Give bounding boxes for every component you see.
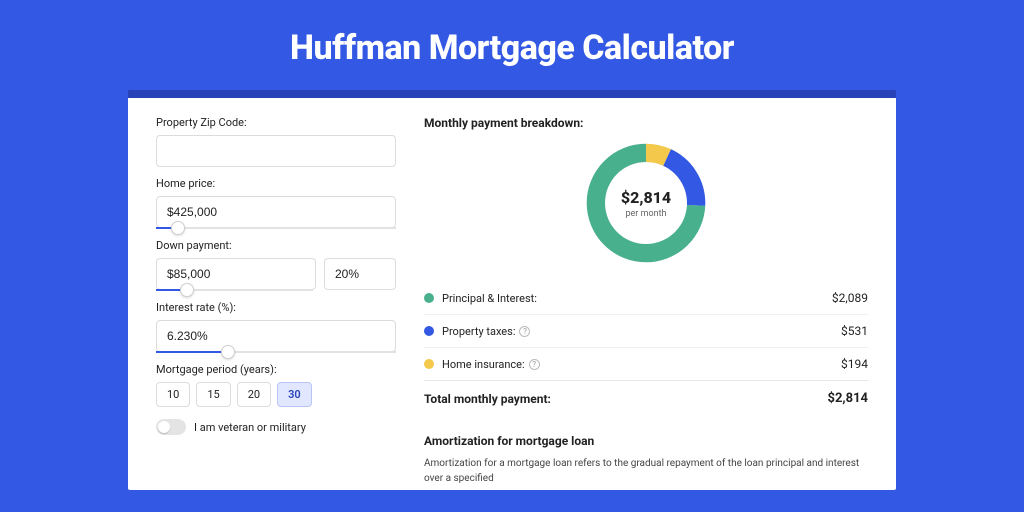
amortization-body: Amortization for a mortgage loan refers … xyxy=(424,456,868,486)
veteran-row: I am veteran or military xyxy=(156,419,396,435)
zip-label: Property Zip Code: xyxy=(156,116,396,129)
slider-thumb[interactable] xyxy=(221,345,235,359)
help-icon[interactable]: ? xyxy=(519,326,530,337)
legend-label: Home insurance:? xyxy=(442,358,841,371)
veteran-toggle[interactable] xyxy=(156,419,186,435)
form-panel: Property Zip Code: Home price: Down paym… xyxy=(156,116,396,490)
period-pill-10[interactable]: 10 xyxy=(156,382,190,407)
home-price-slider[interactable] xyxy=(156,227,396,229)
home-price-label: Home price: xyxy=(156,177,396,190)
period-field: Mortgage period (years): 1015 2030 xyxy=(156,363,396,407)
period-pills: 1015 2030 xyxy=(156,382,396,407)
donut-amount: $2,814 xyxy=(621,188,671,207)
period-label: Mortgage period (years): xyxy=(156,363,396,376)
calculator-card: Property Zip Code: Home price: Down paym… xyxy=(128,90,896,490)
legend-total-row: Total monthly payment: $2,814 xyxy=(424,380,868,416)
slider-thumb[interactable] xyxy=(171,221,185,235)
total-value: $2,814 xyxy=(828,391,869,406)
donut-center: $2,814 per month xyxy=(605,162,687,244)
home-price-input[interactable] xyxy=(156,196,396,228)
down-payment-pct-input[interactable] xyxy=(324,258,396,290)
down-payment-field: Down payment: xyxy=(156,239,396,291)
veteran-label: I am veteran or military xyxy=(194,421,306,434)
down-payment-label: Down payment: xyxy=(156,239,396,252)
interest-field: Interest rate (%): xyxy=(156,301,396,353)
period-pill-30[interactable]: 30 xyxy=(277,382,312,407)
legend: Principal & Interest:$2,089Property taxe… xyxy=(424,282,868,380)
donut-per-month: per month xyxy=(625,209,666,219)
legend-dot xyxy=(424,359,434,369)
legend-dot xyxy=(424,293,434,303)
breakdown-panel: Monthly payment breakdown: $2,814 per mo… xyxy=(424,116,868,490)
legend-value: $2,089 xyxy=(832,291,868,305)
zip-field: Property Zip Code: xyxy=(156,116,396,167)
donut-chart: $2,814 per month xyxy=(424,142,868,264)
legend-dot xyxy=(424,326,434,336)
period-pill-20[interactable]: 20 xyxy=(237,382,271,407)
down-payment-slider[interactable] xyxy=(156,289,313,291)
slider-thumb[interactable] xyxy=(180,283,194,297)
legend-label: Property taxes:? xyxy=(442,325,841,338)
interest-input[interactable] xyxy=(156,320,396,352)
breakdown-title: Monthly payment breakdown: xyxy=(424,116,868,130)
page-title: Huffman Mortgage Calculator xyxy=(0,0,1024,90)
legend-row: Principal & Interest:$2,089 xyxy=(424,282,868,315)
legend-value: $194 xyxy=(841,357,868,371)
legend-value: $531 xyxy=(841,324,868,338)
amortization-title: Amortization for mortgage loan xyxy=(424,434,868,448)
zip-input[interactable] xyxy=(156,135,396,167)
period-pill-15[interactable]: 15 xyxy=(196,382,230,407)
down-payment-input[interactable] xyxy=(156,258,316,290)
legend-row: Property taxes:?$531 xyxy=(424,315,868,348)
legend-row: Home insurance:?$194 xyxy=(424,348,868,380)
total-label: Total monthly payment: xyxy=(424,392,828,406)
help-icon[interactable]: ? xyxy=(529,359,540,370)
interest-label: Interest rate (%): xyxy=(156,301,396,314)
interest-slider[interactable] xyxy=(156,351,396,353)
legend-label: Principal & Interest: xyxy=(442,292,832,305)
home-price-field: Home price: xyxy=(156,177,396,229)
